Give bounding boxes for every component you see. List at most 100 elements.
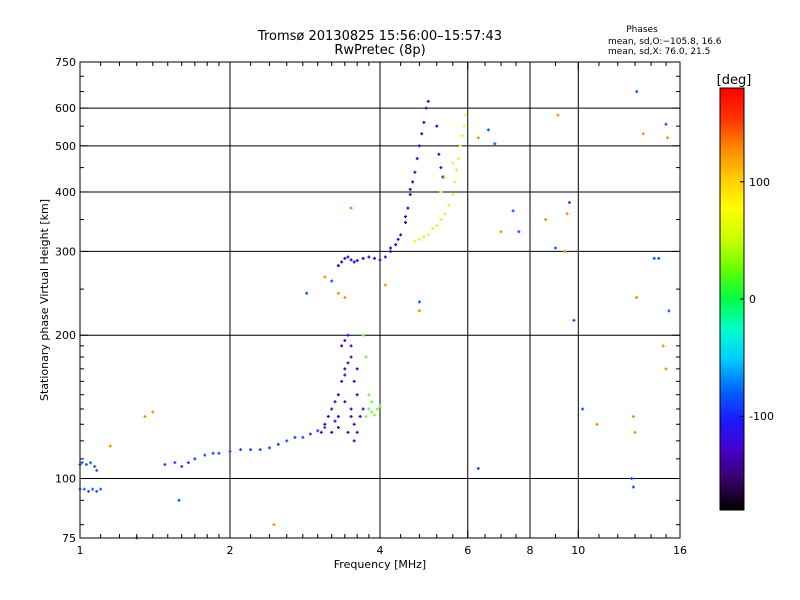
data-point <box>349 414 353 418</box>
y-tick-label: 400 <box>55 186 76 199</box>
data-point <box>330 279 334 283</box>
data-point <box>340 379 344 383</box>
data-point <box>406 206 410 210</box>
data-point <box>652 256 656 260</box>
x-tick-label: 10 <box>571 544 585 557</box>
data-point <box>349 355 353 359</box>
data-point <box>399 233 403 237</box>
data-point <box>595 422 599 426</box>
data-point <box>333 400 337 404</box>
data-point <box>193 457 197 461</box>
y-tick-label: 600 <box>55 102 76 115</box>
data-point <box>343 338 347 342</box>
data-point <box>460 134 464 138</box>
data-point <box>383 255 387 259</box>
data-point <box>443 212 447 216</box>
data-point <box>476 466 480 470</box>
colorbar-tick-label: 0 <box>749 293 756 306</box>
data-point <box>361 333 365 337</box>
data-point <box>367 407 371 411</box>
data-point <box>355 393 359 397</box>
data-point <box>203 453 207 457</box>
data-point <box>108 444 112 448</box>
data-point <box>323 275 327 279</box>
data-point <box>451 193 455 197</box>
data-point <box>447 203 451 207</box>
data-point <box>84 463 88 467</box>
data-point <box>631 485 635 489</box>
data-point <box>211 451 215 455</box>
data-point <box>82 487 86 491</box>
data-point <box>186 461 190 465</box>
data-point <box>346 361 350 365</box>
data-point <box>93 464 97 468</box>
data-point <box>95 489 99 493</box>
data-point <box>544 218 548 222</box>
data-point <box>389 246 393 250</box>
data-point <box>343 296 347 300</box>
colorbar <box>719 87 745 511</box>
x-axis-label: Frequency [MHz] <box>334 558 426 571</box>
data-point <box>349 344 353 348</box>
data-point <box>355 367 359 371</box>
data-point <box>370 400 374 404</box>
data-point <box>373 413 377 417</box>
data-point <box>657 256 661 260</box>
data-point <box>343 373 347 377</box>
x-tick-label: 2 <box>227 544 234 557</box>
data-point <box>367 255 371 259</box>
data-point <box>276 442 280 446</box>
data-point <box>408 187 412 191</box>
data-point <box>635 90 639 94</box>
data-point <box>476 136 480 140</box>
data-point <box>163 463 167 467</box>
data-point <box>426 233 430 237</box>
data-point <box>323 422 327 426</box>
data-point <box>581 407 585 411</box>
data-point <box>408 193 412 197</box>
y-tick-label: 75 <box>62 532 76 545</box>
data-point <box>86 489 90 493</box>
data-point <box>453 180 457 184</box>
data-point <box>641 132 645 136</box>
data-point <box>91 487 95 491</box>
data-point <box>349 407 353 411</box>
data-point <box>415 157 419 161</box>
data-point <box>417 309 421 313</box>
data-point <box>352 260 356 264</box>
y-tick-label: 200 <box>55 329 76 342</box>
data-point <box>403 215 407 219</box>
data-point <box>326 414 330 418</box>
data-point <box>443 175 447 179</box>
data-point <box>239 448 243 452</box>
data-point <box>394 243 398 247</box>
data-point <box>435 224 439 228</box>
data-point <box>635 296 639 300</box>
data-point <box>563 249 567 253</box>
y-tick-label: 100 <box>55 473 76 486</box>
data-point <box>267 446 271 450</box>
data-point <box>517 230 521 234</box>
data-point <box>143 414 147 418</box>
data-point <box>373 256 377 260</box>
data-point <box>316 429 320 433</box>
data-point <box>413 170 417 174</box>
data-point <box>493 142 497 146</box>
data-point <box>633 430 637 434</box>
data-point <box>439 166 443 170</box>
x-tick-labels: 1 2 4 6 8 10 16 <box>77 544 688 557</box>
data-point <box>293 435 297 439</box>
data-point <box>378 258 382 262</box>
data-point <box>396 237 400 241</box>
colorbar-tick-label: -100 <box>749 410 774 423</box>
data-point <box>451 161 455 165</box>
data-point <box>556 113 560 117</box>
x-tick-label: 1 <box>77 544 84 557</box>
data-point <box>422 235 426 239</box>
data-point <box>301 435 305 439</box>
data-point <box>413 239 417 243</box>
data-point <box>439 190 443 194</box>
data-point <box>80 461 84 465</box>
data-point <box>336 414 340 418</box>
data-point <box>355 430 359 434</box>
